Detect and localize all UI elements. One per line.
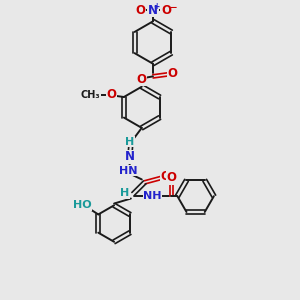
Text: CH₃: CH₃ bbox=[80, 90, 100, 100]
Text: N: N bbox=[125, 150, 135, 163]
Text: O: O bbox=[136, 73, 146, 86]
Text: O: O bbox=[106, 88, 117, 101]
Text: H: H bbox=[125, 137, 134, 147]
Text: O: O bbox=[161, 4, 171, 17]
Text: N: N bbox=[148, 4, 158, 17]
Text: HN: HN bbox=[119, 166, 137, 176]
Text: H: H bbox=[120, 188, 129, 198]
Text: O: O bbox=[166, 171, 176, 184]
Text: +: + bbox=[154, 2, 160, 11]
Text: −: − bbox=[169, 3, 176, 12]
Text: O: O bbox=[160, 170, 171, 183]
Text: O: O bbox=[136, 4, 146, 17]
Text: HO: HO bbox=[73, 200, 92, 210]
Text: O: O bbox=[168, 67, 178, 80]
Text: NH: NH bbox=[143, 191, 162, 201]
